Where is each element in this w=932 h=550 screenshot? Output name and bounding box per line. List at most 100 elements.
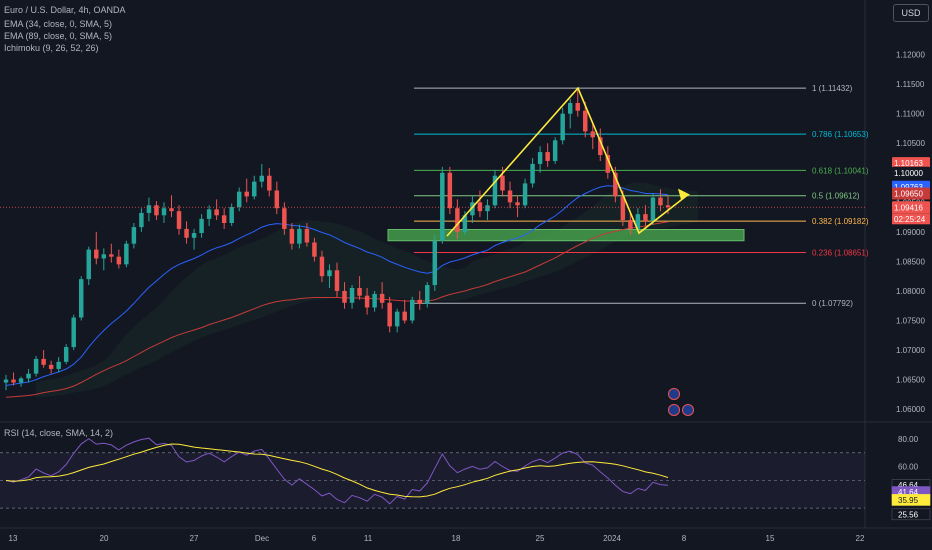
x-tick-label-10: 15 xyxy=(766,534,775,543)
candle-body-65 xyxy=(492,175,498,206)
candle-body-20 xyxy=(154,205,159,216)
y-tick-label-11: 1.06500 xyxy=(896,376,925,385)
price-tag-text-0: 1.10163 xyxy=(894,159,923,168)
candle-body-18 xyxy=(139,212,144,228)
ema89-legend[interactable]: EMA (89, close, 0, SMA, 5) xyxy=(4,31,113,41)
candle-body-72 xyxy=(545,152,550,161)
candle-body-26 xyxy=(199,218,204,234)
y-tick-label-6: 1.09000 xyxy=(896,228,925,237)
candle-body-61 xyxy=(462,215,468,232)
rsi-value-tag-3 xyxy=(891,508,931,521)
fib-label-1: 1 (1.11432) xyxy=(812,84,853,93)
candle-body-87 xyxy=(658,197,663,206)
candle-body-21 xyxy=(161,208,167,216)
candle-body-63 xyxy=(477,202,483,212)
price-tag-text-3: 1.09650 xyxy=(894,189,923,198)
candle-body-31 xyxy=(236,191,242,208)
candle-body-13 xyxy=(101,254,107,259)
symbol-legend[interactable]: Euro / U.S. Dollar, 4h, OANDA xyxy=(4,5,126,15)
candle-body-43 xyxy=(327,270,332,277)
candle-body-12 xyxy=(94,249,99,259)
candle-body-47 xyxy=(357,288,362,296)
x-tick-label-2: 27 xyxy=(190,534,199,543)
candle-body-32 xyxy=(244,191,249,197)
y-tick-label-8: 1.08000 xyxy=(896,287,925,296)
candle-body-4 xyxy=(33,358,39,374)
candle-body-27 xyxy=(206,209,212,219)
pattern-drawing xyxy=(446,86,689,237)
candle-body-37 xyxy=(282,208,287,229)
candle-body-78 xyxy=(590,131,596,138)
x-tick-label-6: 18 xyxy=(452,534,461,543)
price-tag-text-2: 1.09763 xyxy=(894,183,923,192)
rsi-tick-1: 60.00 xyxy=(898,463,919,472)
y-tick-label-1: 1.11500 xyxy=(896,80,925,89)
y-tick-label-2: 1.11000 xyxy=(896,110,925,119)
candle-body-68 xyxy=(515,202,520,206)
candle-body-56 xyxy=(425,285,430,304)
candle-body-3 xyxy=(26,373,31,379)
candle-body-69 xyxy=(522,183,528,206)
y-tick-label-10: 1.07000 xyxy=(896,346,925,355)
candle-body-9 xyxy=(71,317,76,348)
rsi-legend[interactable]: RSI (14, close, SMA, 14, 2) xyxy=(4,428,114,438)
event-icon-1 xyxy=(668,404,680,416)
candle-body-23 xyxy=(176,211,182,229)
candle-body-7 xyxy=(56,361,61,369)
rsi-value-text-2: 35.95 xyxy=(898,496,919,505)
candle-body-48 xyxy=(364,295,370,308)
candle-body-79 xyxy=(598,137,603,156)
currency-button[interactable]: USD xyxy=(893,4,929,22)
candle-body-77 xyxy=(583,110,588,132)
candle-body-75 xyxy=(567,103,573,114)
candle-body-55 xyxy=(417,299,422,304)
y-tick-label-7: 1.08500 xyxy=(896,257,925,266)
candle-body-17 xyxy=(131,227,137,244)
candle-body-73 xyxy=(552,140,558,161)
candle-body-16 xyxy=(124,243,129,265)
candle-body-51 xyxy=(387,302,392,327)
candle-body-80 xyxy=(605,155,611,173)
candle-body-82 xyxy=(620,196,626,221)
candle-body-41 xyxy=(312,242,317,257)
candle-body-57 xyxy=(432,240,438,286)
candle-body-29 xyxy=(221,215,227,223)
event-icon-2 xyxy=(682,404,694,416)
ichimoku-legend[interactable]: Ichimoku (9, 26, 52, 26) xyxy=(4,43,99,53)
candle-body-88 xyxy=(665,205,671,208)
candle-body-46 xyxy=(349,288,355,303)
price-tag-0 xyxy=(892,157,930,170)
candle-body-1 xyxy=(11,379,16,383)
x-tick-label-0: 13 xyxy=(9,534,18,543)
candle-body-24 xyxy=(184,228,189,238)
rsi-value-text-1: 41.64 xyxy=(898,488,919,497)
countdown-text: 02:25:24 xyxy=(894,215,926,224)
fib-label-0.5: 0.5 (1.09612) xyxy=(812,192,860,201)
x-tick-label-3: Dec xyxy=(255,534,269,543)
ema34-legend[interactable]: EMA (34, close, 0, SMA, 5) xyxy=(4,19,113,29)
candle-body-35 xyxy=(267,175,272,191)
rsi-value-text-3: 25.56 xyxy=(898,510,919,519)
candle-body-60 xyxy=(455,208,460,232)
candle-body-50 xyxy=(379,293,385,303)
candle-body-5 xyxy=(41,358,46,365)
fib-label-0.382: 0.382 (1.09182) xyxy=(812,217,869,226)
candle-body-44 xyxy=(334,270,340,291)
candle-body-62 xyxy=(470,202,475,216)
rsi-line xyxy=(5,437,669,505)
candle-body-15 xyxy=(116,256,122,265)
x-tick-label-1: 20 xyxy=(100,534,109,543)
candle-body-14 xyxy=(109,254,114,257)
price-tag-4 xyxy=(892,201,930,214)
candle-body-42 xyxy=(319,256,325,277)
candle-body-40 xyxy=(304,228,310,243)
candle-body-22 xyxy=(169,208,174,212)
candle-body-38 xyxy=(289,228,295,244)
x-tick-label-7: 25 xyxy=(536,534,545,543)
rsi-tick-0: 80.00 xyxy=(898,435,919,444)
candle-body-10 xyxy=(78,279,84,318)
y-tick-label-3: 1.10500 xyxy=(896,139,925,148)
candle-body-85 xyxy=(643,214,648,222)
